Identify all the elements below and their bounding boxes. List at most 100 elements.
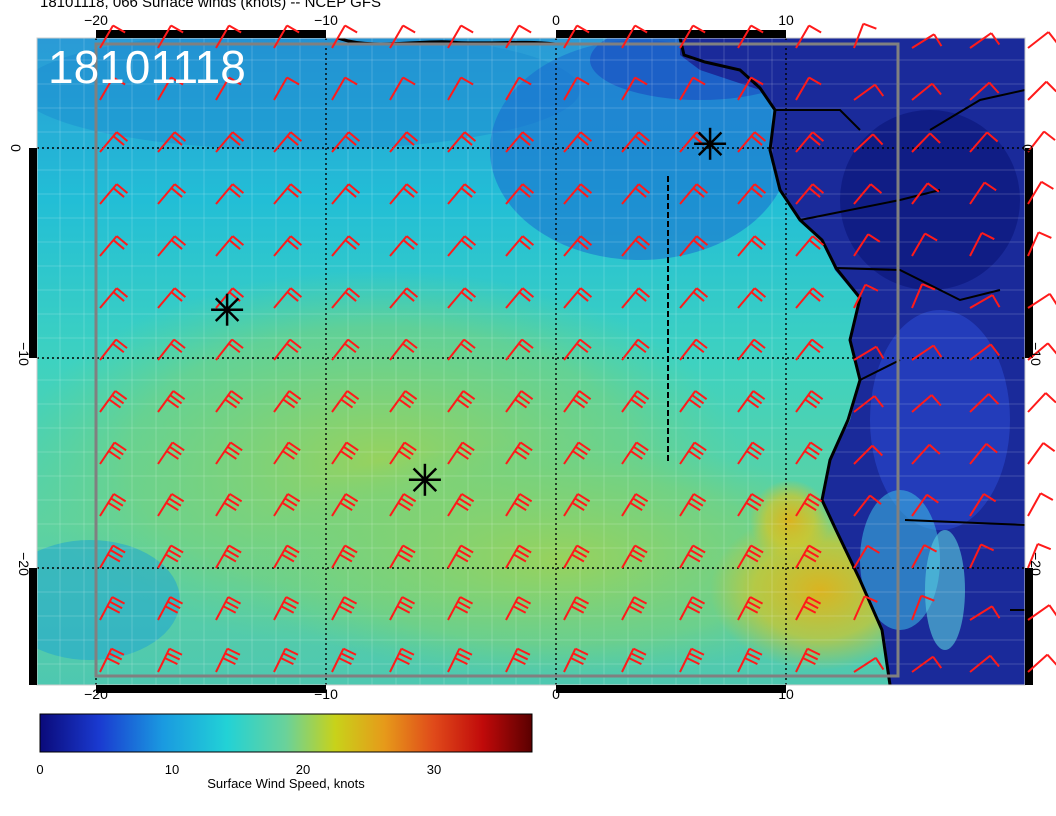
colorbar-tick: 20 bbox=[295, 762, 311, 777]
wind-barb-icon bbox=[1027, 392, 1056, 413]
wind-barb-icon bbox=[853, 83, 885, 101]
wind-barb-icon bbox=[795, 441, 823, 465]
wind-barb-icon bbox=[795, 596, 822, 621]
wind-barb-icon bbox=[853, 183, 883, 205]
wind-barb-icon bbox=[911, 82, 942, 101]
wind-barb-icon bbox=[969, 131, 999, 153]
wind-barb-icon bbox=[215, 441, 243, 465]
wind-barbs bbox=[99, 22, 1056, 673]
wind-barb-icon bbox=[795, 131, 825, 153]
wind-barb-icon bbox=[157, 287, 187, 309]
wind-barb-icon bbox=[215, 76, 242, 101]
wind-barb-icon bbox=[737, 338, 766, 361]
wind-barb-icon bbox=[795, 390, 824, 413]
wind-barb-icon bbox=[505, 390, 534, 413]
wind-barb-icon bbox=[447, 544, 474, 569]
wind-barb-icon bbox=[621, 338, 650, 361]
wind-barb-icon bbox=[679, 235, 709, 257]
wind-barb-icon bbox=[911, 443, 941, 465]
wind-barb-icon bbox=[737, 76, 764, 101]
wind-barb-icon bbox=[795, 287, 825, 309]
wind-barb-icon bbox=[969, 32, 1001, 49]
wind-barb-icon bbox=[621, 647, 647, 673]
wind-barb-icon bbox=[447, 390, 476, 413]
wind-barb-icon bbox=[795, 338, 824, 361]
wind-barb-icon bbox=[273, 183, 303, 205]
storm-marker-icon bbox=[211, 293, 244, 326]
wind-barb-icon bbox=[99, 235, 129, 257]
wind-barb-icon bbox=[679, 183, 709, 205]
wind-barb-icon bbox=[737, 441, 765, 465]
wind-barb-icon bbox=[969, 543, 995, 569]
lat-tick-left: −10 bbox=[15, 342, 32, 366]
wind-barb-icon bbox=[505, 76, 532, 101]
wind-barb-icon bbox=[273, 596, 300, 621]
wind-barb-icon bbox=[679, 76, 706, 101]
wind-barb-icon bbox=[737, 183, 767, 205]
wind-barb-icon bbox=[157, 390, 186, 413]
wind-barb-icon bbox=[331, 441, 359, 465]
wind-barb-icon bbox=[331, 390, 360, 413]
wind-barb-icon bbox=[853, 544, 880, 569]
wind-barb-icon bbox=[331, 76, 358, 101]
wind-barb-icon bbox=[911, 344, 943, 361]
wind-barb-icon bbox=[1027, 31, 1056, 49]
lon-tick-top: −10 bbox=[314, 12, 338, 28]
colorbar bbox=[39, 713, 533, 753]
wind-barb-icon bbox=[795, 76, 822, 101]
wind-barb-icon bbox=[99, 493, 127, 517]
wind-barb-icon bbox=[969, 443, 998, 465]
wind-barb-icon bbox=[505, 24, 532, 49]
wind-barb-icon bbox=[911, 655, 943, 673]
wind-barb-icon bbox=[505, 183, 535, 205]
wind-barb-icon bbox=[621, 287, 651, 309]
storm-markers bbox=[211, 127, 727, 496]
wind-barb-icon bbox=[795, 544, 822, 569]
wind-barb-icon bbox=[331, 338, 360, 361]
wind-barb-icon bbox=[215, 596, 242, 621]
wind-barb-icon bbox=[157, 24, 184, 49]
wind-barb-icon bbox=[563, 76, 590, 101]
wind-barb-icon bbox=[447, 131, 477, 153]
wind-barb-icon bbox=[911, 232, 938, 257]
wind-barb-icon bbox=[911, 544, 938, 569]
wind-barb-icon bbox=[911, 182, 940, 205]
wind-barb-icon bbox=[157, 596, 184, 621]
wind-barb-icon bbox=[331, 24, 358, 49]
wind-barb-icon bbox=[505, 647, 531, 673]
wind-barb-icon bbox=[795, 24, 822, 49]
wind-barb-icon bbox=[1027, 542, 1052, 569]
wind-barb-icon bbox=[157, 235, 187, 257]
colorbar-tick: 0 bbox=[36, 762, 44, 777]
wind-barb-icon bbox=[679, 338, 708, 361]
colorbar-label: Surface Wind Speed, knots bbox=[207, 776, 365, 791]
wind-barb-icon bbox=[447, 235, 477, 257]
wind-barb-icon bbox=[447, 493, 475, 517]
wind-barb-icon bbox=[621, 596, 648, 621]
wind-barb-icon bbox=[505, 338, 534, 361]
wind-barb-icon bbox=[1027, 293, 1056, 309]
wind-barb-icon bbox=[389, 596, 416, 621]
lat-tick-right: 0 bbox=[1019, 144, 1036, 152]
wind-barb-icon bbox=[157, 76, 184, 101]
wind-barb-icon bbox=[447, 24, 474, 49]
wind-barb-icon bbox=[99, 287, 129, 309]
wind-barb-icon bbox=[679, 596, 706, 621]
date-label: 18101118 bbox=[48, 41, 246, 93]
wind-barb-icon bbox=[331, 183, 361, 205]
wind-barb-icon bbox=[737, 131, 767, 153]
wind-barb-icon bbox=[1027, 653, 1056, 673]
wind-barb-icon bbox=[1027, 342, 1056, 361]
wind-barb-icon bbox=[99, 24, 126, 49]
map-title: 18101118, 066 Surface winds (knots) -- N… bbox=[40, 0, 381, 11]
wind-barb-icon bbox=[737, 24, 764, 49]
lat-tick-left: 0 bbox=[7, 144, 24, 152]
wind-barb-icon bbox=[331, 131, 361, 153]
wind-barb-icon bbox=[389, 183, 419, 205]
wind-barb-icon bbox=[853, 494, 882, 517]
wind-barb-icon bbox=[389, 493, 417, 517]
wind-barb-icon bbox=[621, 544, 648, 569]
wind-barb-icon bbox=[621, 235, 651, 257]
wind-barb-icon bbox=[737, 647, 763, 673]
